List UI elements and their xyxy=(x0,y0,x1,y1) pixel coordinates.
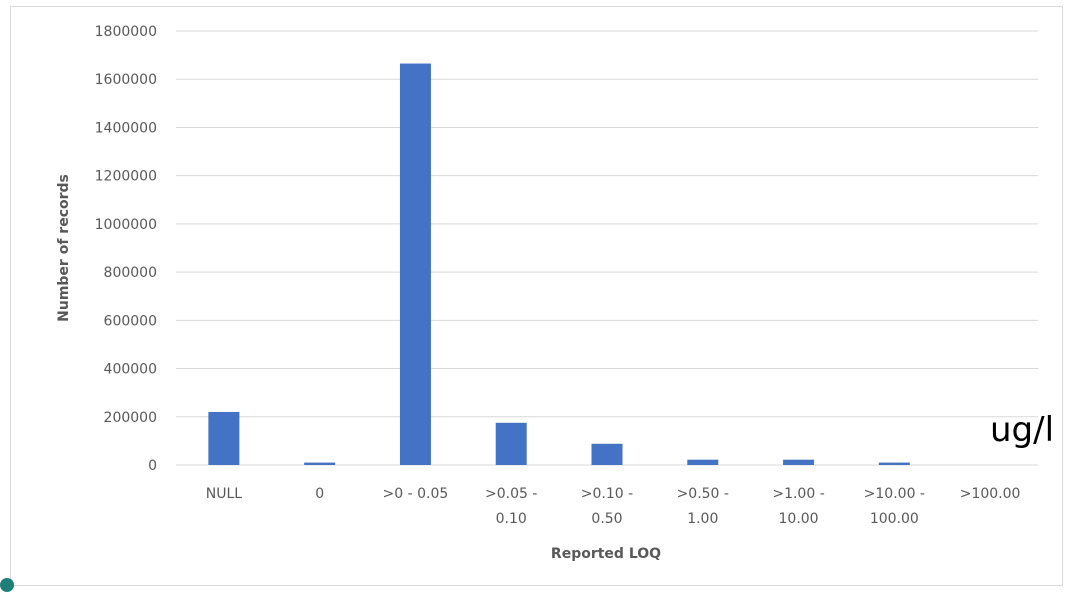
x-tick-label: >100.00 xyxy=(960,486,1021,502)
bar xyxy=(783,459,815,465)
bar xyxy=(495,422,527,465)
y-axis-title: Number of records xyxy=(56,174,72,322)
x-tick-label: 10.00 xyxy=(779,511,819,527)
y-tick-label: 800000 xyxy=(104,265,157,281)
x-tick-label: >0.10 - xyxy=(581,486,633,502)
y-tick-label: 1600000 xyxy=(95,72,157,88)
x-tick-label: 0.10 xyxy=(496,511,527,527)
corner-decoration xyxy=(0,578,14,592)
y-tick-label: 1800000 xyxy=(95,24,157,40)
chart-frame xyxy=(10,6,1063,586)
x-tick-label: >1.00 - xyxy=(772,486,824,502)
x-tick-label: >10.00 - xyxy=(864,486,925,502)
x-tick-label: 0.50 xyxy=(591,511,622,527)
bar xyxy=(304,462,336,465)
x-tick-label: 0 xyxy=(315,486,324,502)
x-tick-label: >0 - 0.05 xyxy=(383,486,449,502)
y-tick-label: 1200000 xyxy=(95,169,157,185)
y-tick-label: 1000000 xyxy=(95,217,157,233)
y-tick-label: 1400000 xyxy=(95,120,157,136)
y-tick-label: 0 xyxy=(148,458,157,474)
x-tick-label: 100.00 xyxy=(870,511,919,527)
x-tick-label: >0.50 - xyxy=(677,486,729,502)
bar xyxy=(399,63,431,466)
y-tick-label: 400000 xyxy=(104,362,157,378)
bars xyxy=(208,63,910,466)
x-tick-label: >0.05 - xyxy=(485,486,537,502)
y-axis-ticks: 0 200000 400000 600000 800000 1000000 1200000 1… xyxy=(95,24,157,474)
x-axis-ticks: NULL 0 >0 - 0.05 >0.05 - 0.10 >0.10 - 0.50 >0.5… xyxy=(206,486,1021,527)
x-axis-title: Reported LOQ xyxy=(551,546,661,562)
bar xyxy=(208,411,240,465)
unit-annotation: ug/l xyxy=(990,410,1055,450)
bar xyxy=(878,462,910,465)
grid-lines xyxy=(176,30,1038,466)
x-tick-label: 1.00 xyxy=(687,511,718,527)
bar xyxy=(687,459,719,465)
y-tick-label: 200000 xyxy=(104,410,157,426)
x-tick-label: NULL xyxy=(206,486,243,502)
y-tick-label: 600000 xyxy=(104,313,157,329)
bar xyxy=(591,443,623,465)
